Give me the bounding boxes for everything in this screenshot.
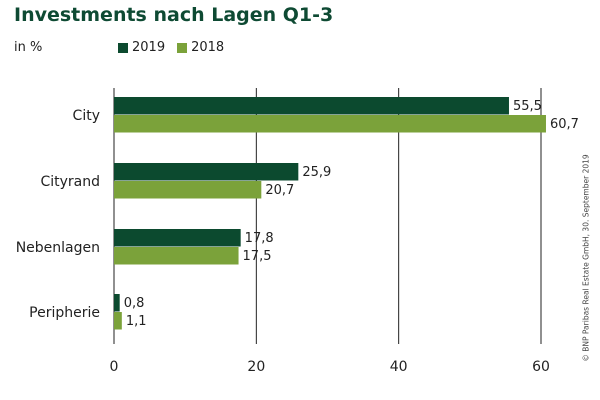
copyright-note: © BNP Paribas Real Estate GmbH, 30. Sept… (581, 154, 591, 362)
x-tick-label-40: 40 (390, 359, 408, 375)
legend-swatch-2019 (118, 42, 128, 53)
legend-label-2019: 2019 (132, 40, 166, 55)
x-tick-label-20: 20 (247, 359, 265, 375)
value-label-nebenlagen-2019: 17,8 (245, 231, 274, 246)
bar-nebenlagen-2018 (114, 247, 239, 265)
category-label-peripherie: Peripherie (29, 305, 100, 321)
bar-cityrand-2019 (114, 163, 299, 181)
legend-item-2018: 2018 (177, 40, 224, 55)
x-tick-label-0: 0 (110, 359, 119, 375)
value-label-cityrand-2018: 20,7 (265, 183, 294, 198)
value-label-peripherie-2019: 0,8 (124, 296, 145, 311)
legend-swatch-2018 (177, 42, 188, 53)
category-label-city: City (73, 108, 100, 124)
chart-title: Investments nach Lagen Q1-3 (14, 4, 334, 26)
category-label-nebenlagen: Nebenlagen (16, 240, 100, 256)
value-label-nebenlagen-2018: 17,5 (243, 249, 272, 264)
value-label-city-2019: 55,5 (513, 99, 542, 114)
bar-nebenlagen-2019 (114, 229, 241, 247)
bar-city-2019 (114, 97, 509, 115)
unit-label: in % (14, 40, 43, 55)
x-tick-label-60: 60 (532, 359, 550, 375)
bar-cityrand-2018 (114, 181, 262, 199)
category-label-cityrand: Cityrand (40, 174, 100, 190)
legend-label-2018: 2018 (191, 40, 225, 55)
bar-peripherie-2018 (114, 312, 122, 330)
value-label-city-2018: 60,7 (550, 117, 579, 132)
legend: 2019 2018 (118, 40, 236, 55)
value-label-peripherie-2018: 1,1 (126, 314, 147, 329)
value-label-cityrand-2019: 25,9 (302, 165, 331, 180)
legend-item-2019: 2019 (118, 40, 165, 55)
bar-city-2018 (114, 115, 546, 133)
bar-peripherie-2019 (114, 294, 120, 312)
